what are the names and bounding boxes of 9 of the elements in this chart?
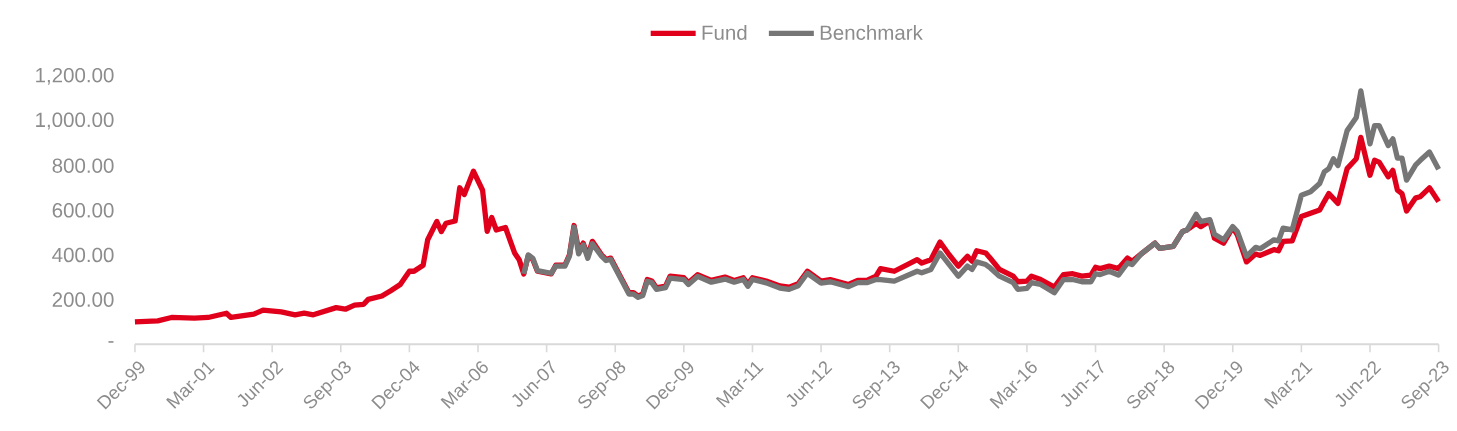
y-tick-label: 1,200.00 bbox=[36, 68, 114, 86]
y-tick-label: 800.00 bbox=[52, 158, 114, 174]
legend-label: Fund bbox=[702, 25, 747, 41]
y-tick-label: 200.00 bbox=[52, 292, 114, 308]
y-tick-label: 1,000.00 bbox=[36, 112, 114, 130]
y-tick-label: - bbox=[108, 341, 114, 343]
y-tick-label: 600.00 bbox=[52, 203, 114, 218]
y-tick-label: 400.00 bbox=[52, 247, 114, 263]
legend-label: Benchmark bbox=[820, 25, 923, 41]
